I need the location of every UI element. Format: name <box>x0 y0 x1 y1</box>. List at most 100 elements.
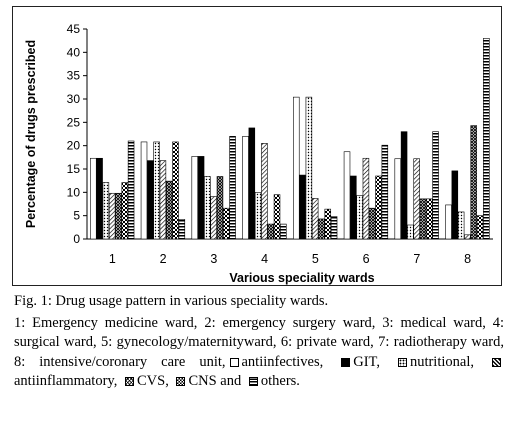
bar-cns-ward-3 <box>223 207 230 240</box>
y-tick-label: 0 <box>73 232 80 246</box>
bar-antiinflammatory-ward-5 <box>311 198 319 240</box>
bar-antiinflammatory-ward-3 <box>210 196 217 240</box>
bar-antiinflammatory-ward-8 <box>464 234 471 240</box>
crosshatch-square-icon <box>124 377 134 386</box>
caption-body: 1: Emergency medicine ward, 2: emergency… <box>14 314 504 392</box>
bar-cvs-ward-2 <box>165 180 173 240</box>
legend-label-antiinflammatory: antiinflammatory, <box>14 373 118 389</box>
legend-item-nutritional: nutritional, <box>394 354 474 370</box>
y-tick-label: 5 <box>73 209 80 223</box>
legend-item-antiinflammatory: antiinflammatory, <box>14 354 504 389</box>
bar-antiinflammatory-ward-6 <box>362 157 370 240</box>
y-tick-label: 25 <box>67 115 81 129</box>
bar-nutritional-ward-8 <box>457 211 465 240</box>
legend-label-nutritional: nutritional, <box>409 353 474 370</box>
bar-git-ward-2 <box>147 160 154 240</box>
x-tick-label: 5 <box>312 252 319 266</box>
bar-nutritional-ward-3 <box>204 176 211 240</box>
legend-item-others: others. <box>245 373 300 389</box>
bar-cvs-ward-6 <box>368 207 376 240</box>
bar-others-ward-4 <box>280 223 287 240</box>
caption-ward-list: 1: Emergency medicine ward, 2: emergency… <box>14 314 504 370</box>
y-tick-label: 20 <box>67 139 81 153</box>
legend-item-cvs: CVS, <box>121 373 169 389</box>
x-tick-label: 8 <box>464 252 471 266</box>
legend-label-antiinfectives: antiinfectives, <box>241 353 324 370</box>
x-tick-label: 7 <box>413 252 420 266</box>
bar-cvs-ward-8 <box>470 125 477 240</box>
striped-square-icon <box>248 377 258 386</box>
bar-others-ward-1 <box>127 140 135 240</box>
bar-cvs-ward-1 <box>115 192 122 240</box>
x-tick-label: 6 <box>363 252 370 266</box>
bar-others-ward-2 <box>178 219 186 240</box>
bar-antiinfectives-ward-4 <box>242 136 249 240</box>
bar-antiinfectives-ward-1 <box>90 157 97 240</box>
bar-cns-ward-6 <box>375 175 382 240</box>
bar-antiinfectives-ward-6 <box>343 151 351 240</box>
bar-git-ward-3 <box>197 156 205 240</box>
bar-cns-ward-7 <box>426 198 433 240</box>
bar-others-ward-5 <box>330 216 338 240</box>
bar-others-ward-7 <box>432 131 439 240</box>
bar-cns-ward-1 <box>121 182 129 240</box>
bar-git-ward-4 <box>248 127 256 240</box>
x-tick-label: 3 <box>210 252 217 266</box>
bar-cns-ward-8 <box>476 215 484 240</box>
bar-cns-ward-5 <box>324 208 332 240</box>
figure-caption: Fig. 1: Drug usage pattern in various sp… <box>14 292 504 392</box>
legend-label-git: GIT, <box>353 353 380 370</box>
x-tick-label: 2 <box>160 252 167 266</box>
y-tick-label: 40 <box>67 45 81 59</box>
bar-antiinflammatory-ward-2 <box>159 160 167 240</box>
y-tick-label: 10 <box>67 185 81 199</box>
bar-cvs-ward-4 <box>267 223 274 240</box>
diagonal-square-icon <box>492 357 501 367</box>
bar-antiinflammatory-ward-4 <box>261 143 268 240</box>
bar-nutritional-ward-4 <box>254 192 262 240</box>
bar-nutritional-ward-1 <box>102 182 110 240</box>
bar-others-ward-3 <box>229 136 236 240</box>
bar-git-ward-5 <box>299 174 306 240</box>
bar-others-ward-6 <box>381 144 389 240</box>
bar-git-ward-8 <box>451 170 459 240</box>
bar-cns-ward-2 <box>172 141 179 240</box>
bar-nutritional-ward-6 <box>356 195 363 240</box>
bar-antiinfectives-ward-7 <box>394 158 402 240</box>
bar-antiinfectives-ward-5 <box>293 96 300 240</box>
legend-label-cns: CNS and <box>188 373 242 389</box>
checker-square-icon <box>176 377 186 386</box>
bar-git-ward-1 <box>96 157 103 240</box>
black-square-icon <box>341 357 351 367</box>
bar-antiinfectives-ward-2 <box>140 141 148 240</box>
y-tick-label: 35 <box>67 69 81 83</box>
bar-nutritional-ward-7 <box>407 224 414 240</box>
bar-cvs-ward-5 <box>318 218 325 240</box>
x-tick-label: 4 <box>261 252 268 266</box>
bar-git-ward-7 <box>400 131 408 240</box>
caption-title: Fig. 1: Drug usage pattern in various sp… <box>14 293 329 309</box>
bar-antiinfectives-ward-8 <box>445 204 452 240</box>
y-tick-label: 30 <box>67 92 81 106</box>
bar-antiinflammatory-ward-1 <box>108 192 116 240</box>
legend-label-others: others. <box>260 373 300 389</box>
bar-antiinfectives-ward-3 <box>191 156 199 240</box>
x-tick-label: 1 <box>109 252 116 266</box>
bar-others-ward-8 <box>483 38 490 240</box>
bar-git-ward-6 <box>350 175 357 240</box>
legend-label-cvs: CVS, <box>136 373 169 389</box>
bar-antiinflammatory-ward-7 <box>413 158 420 240</box>
x-axis-title: Various speciality wards <box>229 271 374 285</box>
legend-item-git: GIT, <box>337 354 380 370</box>
white-square-icon <box>229 357 239 367</box>
y-tick-label: 15 <box>67 162 81 176</box>
bar-cns-ward-4 <box>273 194 281 240</box>
bar-cvs-ward-7 <box>419 198 427 240</box>
bar-cvs-ward-3 <box>216 176 224 240</box>
legend-item-antiinfectives: antiinfectives, <box>226 353 324 370</box>
y-axis-title: Percentage of drugs prescribed <box>24 40 38 228</box>
bar-nutritional-ward-2 <box>153 141 160 240</box>
dotted-square-icon <box>397 357 407 367</box>
